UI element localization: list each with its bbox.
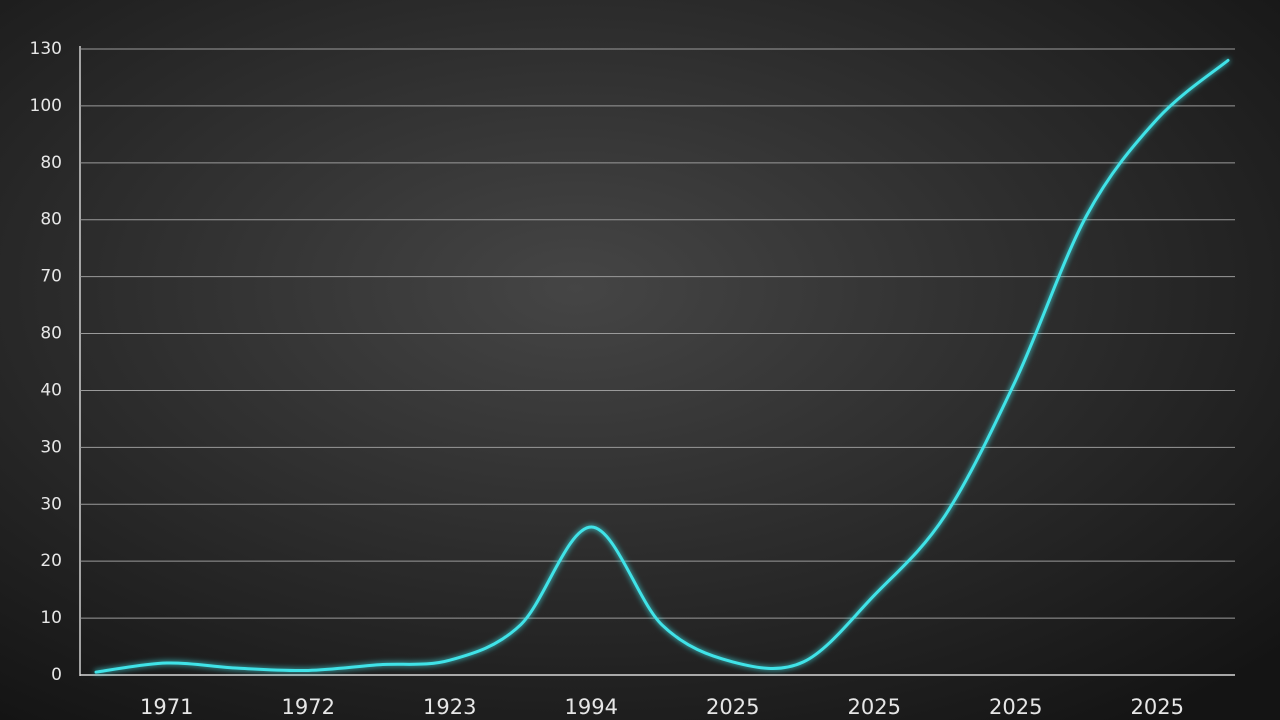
line (94, 58, 1230, 674)
x-tick-label: 2025 (989, 695, 1042, 719)
y-tick-label: 70 (40, 267, 62, 287)
y-tick-label: 40 (40, 380, 62, 400)
x-tick-label: 1972 (282, 695, 335, 719)
y-tick-label: 80 (40, 210, 62, 230)
y-tick-label: 130 (30, 39, 62, 59)
y-tick-label: 80 (40, 153, 62, 173)
y-tick-label: 10 (40, 608, 62, 628)
y-tick-label: 30 (40, 494, 62, 514)
y-tick-label: 80 (40, 324, 62, 344)
y-tick-label: 30 (40, 437, 62, 457)
x-tick-label: 1994 (565, 695, 618, 719)
x-tick-label: 2025 (706, 695, 759, 719)
x-tick-label: 2025 (848, 695, 901, 719)
x-tick-label: 1971 (140, 695, 193, 719)
x-tick-label: 2025 (1131, 695, 1184, 719)
y-tick-label: 100 (30, 96, 62, 116)
y-tick-label: 0 (51, 665, 62, 685)
y-tick-label: 20 (40, 551, 62, 571)
x-tick-label: 1923 (423, 695, 476, 719)
